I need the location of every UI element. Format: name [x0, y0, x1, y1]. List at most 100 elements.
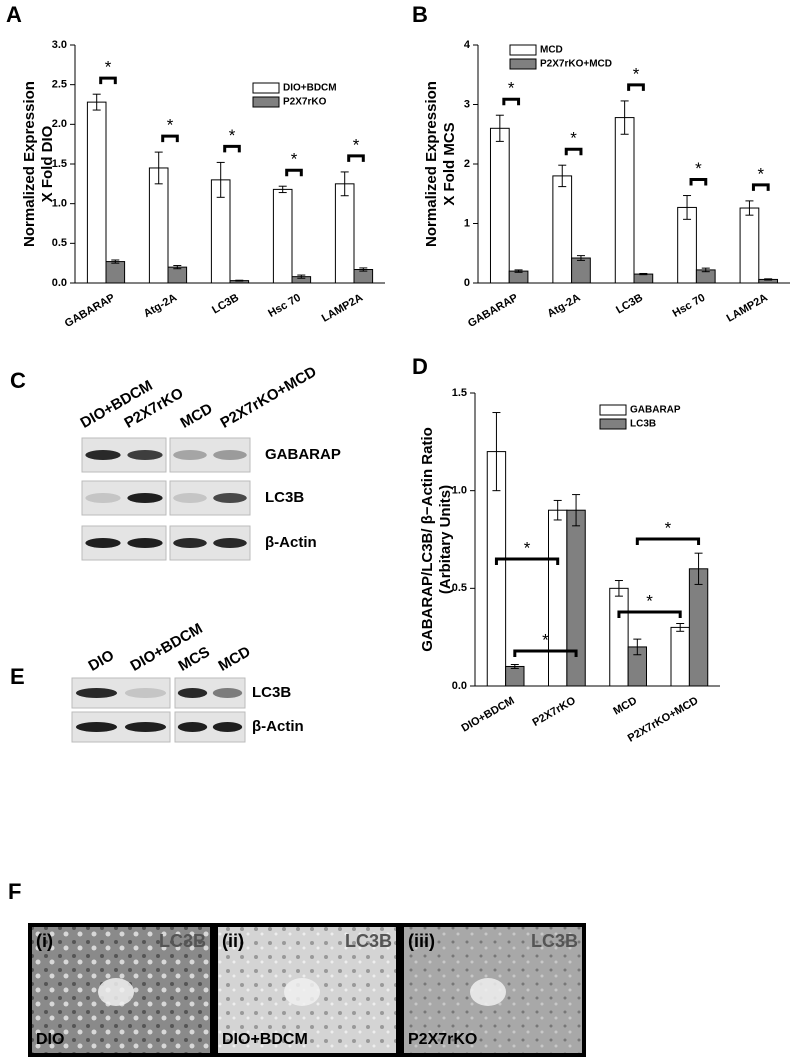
bar: [489, 127, 510, 284]
bar: [508, 270, 529, 284]
significance-star: *: [633, 64, 640, 83]
blot-band: [173, 538, 207, 548]
legend-label: DIO+BDCM: [283, 83, 337, 94]
blot-band: [212, 722, 243, 732]
legend-label: MCD: [540, 45, 563, 56]
bar: [609, 587, 629, 687]
legend-label: P2X7rKO: [283, 97, 327, 108]
bar: [548, 509, 568, 687]
y-tick-label: 1.5: [52, 158, 67, 170]
blot-band: [173, 493, 207, 503]
bar: [566, 509, 586, 687]
bar: [614, 117, 635, 284]
lane-label: DIO: [85, 647, 117, 675]
bar: [272, 188, 293, 284]
y-tick-label: 1.0: [452, 485, 467, 497]
y-tick-label: 1.5: [452, 387, 467, 399]
row-label: LC3B: [265, 489, 304, 506]
panel-label: E: [10, 664, 25, 689]
legend-swatch: [599, 418, 627, 430]
significance-bracket: [689, 178, 708, 186]
x-tick-label: GABARAP: [466, 292, 520, 330]
panel-label: D: [412, 354, 428, 379]
significance-star: *: [353, 135, 360, 154]
legend-swatch: [252, 96, 280, 108]
significance-bracket: [502, 97, 521, 106]
legend-label: P2X7rKO+MCD: [540, 59, 612, 70]
y-axis-label: (Arbitary Units): [437, 485, 454, 594]
x-tick-label: LC3B: [210, 292, 241, 317]
blot-band: [85, 493, 121, 503]
x-tick-label: Hsc 70: [266, 292, 303, 320]
y-tick-label: 2.0: [52, 118, 67, 130]
x-tick-label: LAMP2A: [320, 292, 365, 325]
blot-band: [124, 722, 167, 732]
bar: [739, 207, 760, 284]
blot-band: [85, 450, 121, 460]
significance-bracket: [627, 83, 645, 91]
significance-bracket: [99, 76, 117, 85]
significance-star: *: [757, 164, 764, 183]
significance-bracket: [635, 537, 701, 545]
significance-star: *: [542, 630, 549, 649]
y-tick-label: 2.5: [52, 79, 67, 91]
significance-bracket: [617, 610, 682, 618]
bar: [670, 626, 690, 687]
blot-band: [124, 688, 167, 698]
significance-star: *: [229, 126, 236, 145]
significance-bracket: [223, 144, 241, 153]
bar: [571, 257, 591, 284]
significance-bracket: [161, 134, 179, 143]
x-tick-label: Hsc 70: [671, 292, 708, 320]
x-tick-label: MCD: [611, 695, 639, 718]
micrograph: [214, 923, 400, 1057]
legend-swatch: [252, 82, 280, 94]
significance-star: *: [646, 591, 653, 610]
y-tick-label: 0.5: [52, 237, 67, 249]
blot-band: [75, 722, 118, 732]
bar: [633, 273, 654, 284]
image-index: (ii): [222, 931, 244, 951]
row-label: β-Actin: [252, 718, 304, 735]
significance-star: *: [508, 79, 515, 98]
y-tick-label: 0: [464, 277, 470, 289]
blot-band: [212, 688, 243, 698]
blot-band: [177, 722, 208, 732]
image-index: (iii): [408, 931, 435, 951]
blot-strip: [169, 437, 251, 473]
stain-label: LC3B: [531, 931, 578, 951]
y-axis-label: Normalized Expression: [423, 81, 440, 247]
blot-band: [213, 538, 247, 548]
blot-band: [173, 450, 207, 460]
lane-label: MCD: [177, 400, 215, 432]
blot-band: [213, 493, 247, 503]
bar: [167, 266, 188, 284]
bar: [86, 101, 107, 284]
x-tick-label: GABARAP: [63, 292, 117, 330]
group-label: DIO+BDCM: [222, 1031, 308, 1048]
legend-swatch: [509, 58, 537, 70]
bar: [148, 167, 169, 284]
blot-band: [127, 450, 163, 460]
legend-swatch: [509, 44, 537, 56]
significance-star: *: [665, 518, 672, 537]
y-tick-label: 1: [464, 217, 470, 229]
panel-label: F: [8, 879, 21, 904]
y-axis-label: GABARAP/LC3B/ β−Actin Ratio: [419, 427, 436, 652]
y-axis-label: X Fold MCS: [441, 122, 458, 205]
bar: [552, 175, 573, 284]
y-tick-label: 0.0: [52, 277, 67, 289]
bar: [688, 568, 709, 687]
y-axis-label: Normalized Expression: [21, 81, 38, 247]
lane-label: P2X7rKO+MCD: [217, 363, 319, 432]
significance-star: *: [524, 538, 531, 557]
blot-band: [85, 538, 121, 548]
group-label: DIO: [36, 1031, 64, 1048]
bar: [105, 261, 126, 284]
x-tick-label: Atg-2A: [142, 292, 179, 320]
x-tick-label: Atg-2A: [545, 292, 582, 320]
row-label: GABARAP: [265, 446, 341, 463]
legend-label: GABARAP: [630, 405, 681, 416]
panel-label: A: [6, 2, 22, 27]
